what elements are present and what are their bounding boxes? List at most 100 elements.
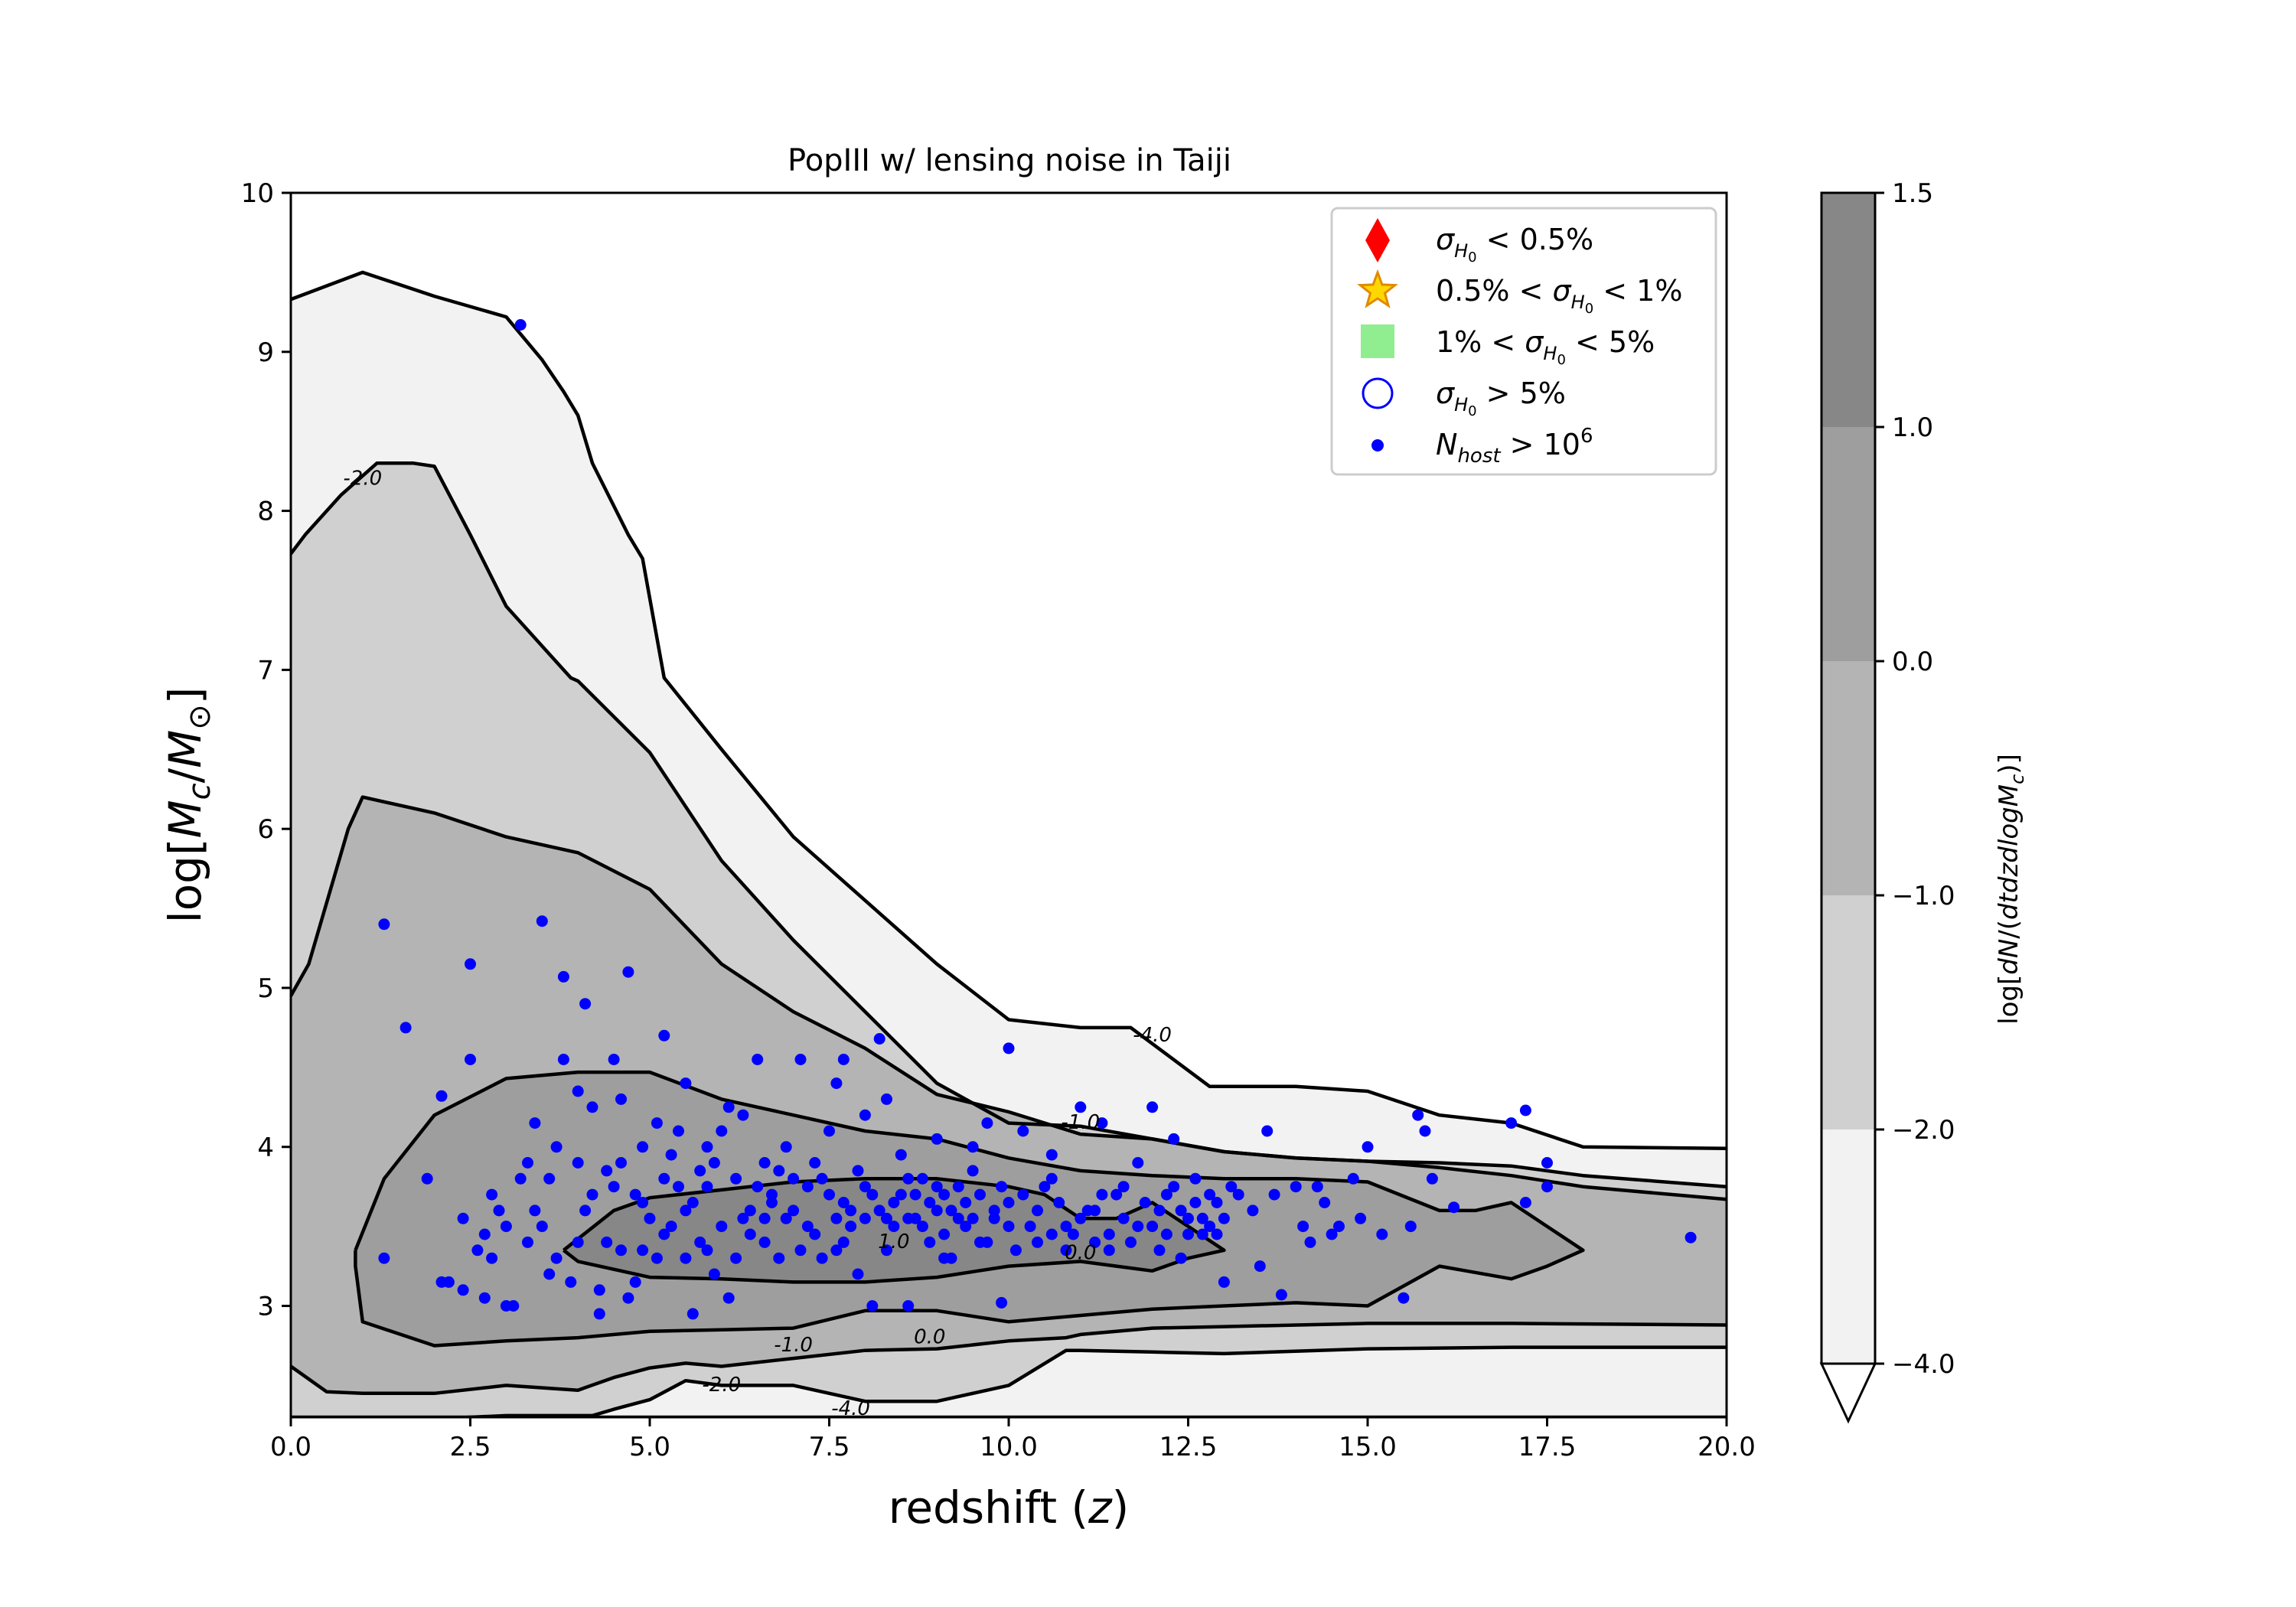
scatter-point <box>730 1172 742 1185</box>
scatter-point <box>888 1197 900 1208</box>
scatter-point <box>421 1172 433 1185</box>
scatter-point <box>1541 1157 1553 1169</box>
y-tick-label: 5 <box>257 973 274 1004</box>
colorbar-band <box>1821 427 1875 661</box>
scatter-point <box>722 1292 735 1304</box>
scatter-point <box>579 1204 592 1217</box>
scatter-point <box>665 1221 677 1233</box>
scatter-point <box>758 1157 771 1169</box>
scatter-point <box>794 1054 807 1065</box>
contour-label: -2.0 <box>343 468 382 491</box>
scatter-point <box>859 1212 871 1224</box>
colorbar-tick-label: 1.0 <box>1892 412 1933 443</box>
scatter-point <box>486 1188 498 1201</box>
red-diamond-marker <box>1365 218 1390 262</box>
scatter-point <box>837 1054 850 1065</box>
contour-label: -2.0 <box>702 1374 741 1397</box>
scatter-point <box>737 1212 749 1224</box>
scatter-point <box>931 1133 943 1145</box>
scatter-point <box>902 1212 915 1224</box>
scatter-point <box>938 1228 951 1240</box>
scatter-point <box>593 1284 605 1296</box>
scatter-point <box>837 1197 850 1208</box>
scatter-point <box>1003 1221 1015 1233</box>
contour-layer <box>291 270 1727 1417</box>
scatter-point <box>852 1268 864 1280</box>
scatter-point <box>1075 1212 1087 1224</box>
scatter-point <box>945 1204 957 1217</box>
scatter-point <box>1412 1109 1424 1121</box>
contour-line-2-1 <box>291 1322 1727 1396</box>
scatter-point <box>687 1197 699 1208</box>
y-tick-label: 10 <box>241 178 274 209</box>
scatter-point <box>486 1252 498 1264</box>
scatter-point <box>773 1165 785 1177</box>
scatter-point <box>909 1188 921 1201</box>
scatter-point <box>866 1188 879 1201</box>
scatter-point <box>1232 1188 1244 1201</box>
contour-label: 0.0 <box>1065 1242 1096 1265</box>
scatter-point <box>615 1093 627 1105</box>
x-tick-label: 7.5 <box>808 1432 850 1462</box>
colorbar-label: log[dN/(dtdzdlogMc)] <box>1994 754 2028 1025</box>
scatter-point <box>442 1276 455 1288</box>
scatter-point <box>859 1181 871 1193</box>
scatter-point <box>1261 1125 1274 1137</box>
scatter-point <box>536 1221 548 1233</box>
scatter-point <box>960 1197 972 1208</box>
scatter-point <box>952 1212 964 1224</box>
scatter-point <box>960 1221 972 1233</box>
scatter-point <box>1275 1289 1287 1301</box>
scatter-point <box>981 1236 993 1248</box>
scatter-point <box>651 1117 663 1129</box>
x-tick-label: 0.0 <box>270 1432 311 1462</box>
scatter-point <box>988 1212 1000 1224</box>
gold-star-marker <box>1357 269 1398 308</box>
scatter-point <box>1160 1188 1172 1201</box>
scatter-point <box>916 1172 928 1185</box>
scatter-point <box>1311 1181 1323 1193</box>
scatter-point <box>1153 1204 1166 1217</box>
scatter-point <box>967 1141 979 1153</box>
scatter-point <box>1032 1204 1043 1217</box>
scatter-point <box>801 1181 814 1193</box>
scatter-point <box>730 1252 742 1264</box>
scatter-point <box>1189 1197 1202 1208</box>
scatter-point <box>888 1221 900 1233</box>
scatter-point <box>680 1204 692 1217</box>
scatter-point <box>1146 1221 1159 1233</box>
x-tick-label: 17.5 <box>1518 1432 1577 1462</box>
x-axis: 0.0 2.5 5.0 7.5 10.0 12.5 15.0 17.5 20.0 <box>270 1417 1756 1462</box>
scatter-point <box>788 1172 800 1185</box>
contour-label: 1.0 <box>878 1231 909 1253</box>
scatter-point <box>1175 1252 1187 1264</box>
scatter-point <box>1168 1133 1180 1145</box>
scatter-point <box>902 1300 915 1312</box>
scatter-point <box>658 1228 670 1240</box>
contour-line-2-0 <box>291 795 1727 1201</box>
colorbar-tick-label: −2.0 <box>1892 1115 1955 1146</box>
scatter-point <box>1505 1117 1518 1129</box>
scatter-point <box>543 1268 556 1280</box>
scatter-point <box>1182 1228 1194 1240</box>
scatter-point <box>471 1244 484 1257</box>
scatter-point <box>967 1212 979 1224</box>
scatter-point <box>1189 1172 1202 1185</box>
colorbar-band <box>1821 1129 1875 1364</box>
y-tick-label: 8 <box>257 497 274 527</box>
scatter-point <box>1519 1104 1531 1116</box>
scatter-point <box>478 1292 491 1304</box>
scatter-point <box>1182 1212 1194 1224</box>
scatter-point <box>809 1157 821 1169</box>
blue-dot-marker <box>1371 439 1384 451</box>
scatter-point <box>830 1244 843 1257</box>
legend: σH0 < 0.5% 0.5% < σH0 < 1% 1% < σH0 < 5%… <box>1330 207 1717 476</box>
plot-area: -2.0-4.0-1.00.00.0-1.0-2.0-4.01.0 <box>289 191 1728 1420</box>
green-square-marker <box>1361 324 1394 358</box>
legend-frame <box>1330 207 1717 476</box>
legend-label-4: σH0 > 5% <box>1436 376 1566 419</box>
scatter-point <box>1132 1221 1144 1233</box>
scatter-point <box>1168 1181 1180 1193</box>
scatter-point <box>708 1268 720 1280</box>
scatter-point <box>465 958 476 970</box>
